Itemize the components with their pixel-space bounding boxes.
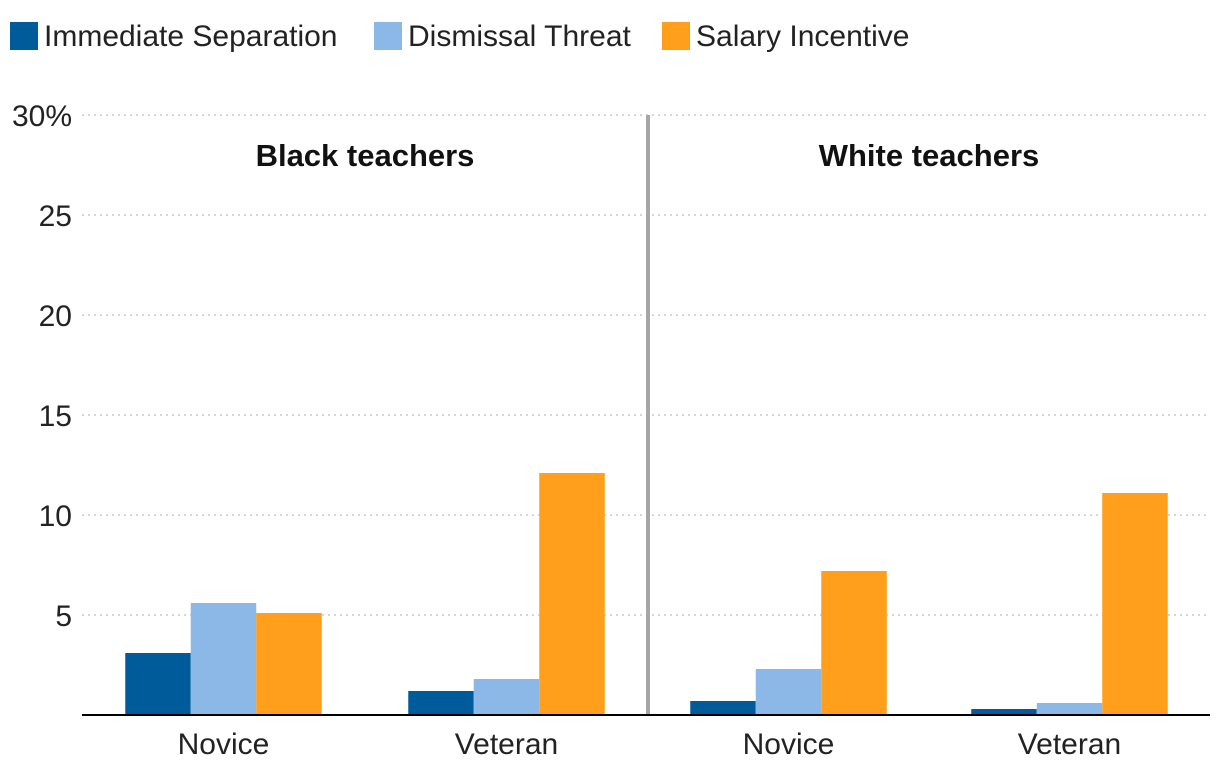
- bar-white-teachers-veteran-immediate-separation: [971, 709, 1037, 715]
- y-tick-label-20: 20: [39, 300, 72, 333]
- bar-black-teachers-veteran-immediate-separation: [408, 691, 474, 715]
- bar-white-teachers-veteran-dismissal-threat: [1036, 703, 1103, 715]
- category-label-black-teachers-veteran: Veteran: [455, 728, 558, 761]
- legend-swatch-immediate-separation: [10, 22, 38, 50]
- legend-swatch-dismissal-threat: [374, 22, 402, 50]
- x-axis-categories: Novice Veteran Novice Veteran: [178, 728, 1122, 761]
- legend-label-immediate-separation: Immediate Separation: [44, 20, 338, 53]
- category-label-white-teachers-veteran: Veteran: [1018, 728, 1121, 761]
- bar-white-teachers-novice-immediate-separation: [690, 701, 756, 715]
- bar-white-teachers-veteran-salary-incentive: [1102, 493, 1168, 715]
- bar-white-teachers-novice-dismissal-threat: [755, 669, 822, 715]
- panel-title-black-teachers: Black teachers: [256, 138, 475, 173]
- category-label-white-teachers-novice: Novice: [743, 728, 835, 761]
- y-tick-label-25: 25: [39, 200, 72, 233]
- bar-white-teachers-novice-salary-incentive: [821, 571, 887, 715]
- legend: Immediate Separation Dismissal Threat Sala…: [10, 20, 909, 53]
- y-tick-label-5: 5: [55, 600, 72, 633]
- y-tick-label-30: 30%: [12, 100, 72, 133]
- bars: [125, 473, 1168, 715]
- category-label-black-teachers-novice: Novice: [178, 728, 270, 761]
- legend-swatch-salary-incentive: [662, 22, 690, 50]
- panel-title-white-teachers: White teachers: [819, 138, 1040, 173]
- panels: Black teachers White teachers: [256, 138, 1040, 173]
- bar-black-teachers-novice-dismissal-threat: [190, 603, 257, 715]
- bar-black-teachers-novice-immediate-separation: [125, 653, 191, 715]
- y-axis-ticks: 30% 25 20 15 10 5: [12, 100, 72, 633]
- y-tick-label-15: 15: [39, 400, 72, 433]
- legend-label-salary-incentive: Salary Incentive: [696, 20, 909, 53]
- bar-black-teachers-veteran-dismissal-threat: [473, 679, 540, 715]
- bar-black-teachers-novice-salary-incentive: [256, 613, 322, 715]
- bar-black-teachers-veteran-salary-incentive: [539, 473, 605, 715]
- y-tick-label-10: 10: [39, 500, 72, 533]
- legend-label-dismissal-threat: Dismissal Threat: [408, 20, 631, 53]
